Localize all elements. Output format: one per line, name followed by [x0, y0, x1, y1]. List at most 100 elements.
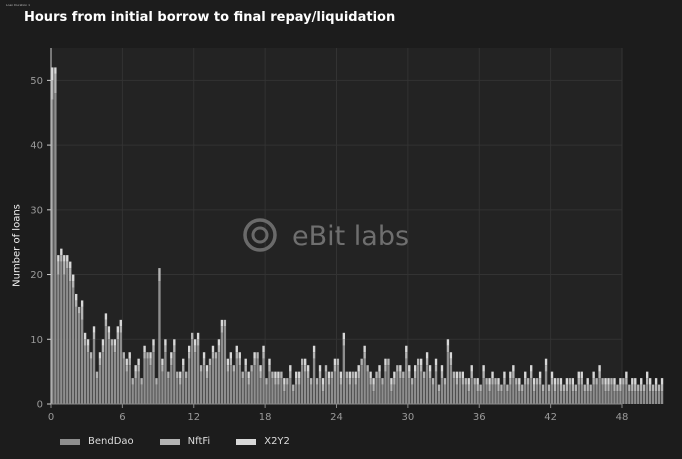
bar-x2y2-112 [384, 358, 387, 366]
bar-nftfi-93 [327, 378, 331, 385]
bar-nftfi-23 [119, 326, 122, 333]
bar-nftfi-95 [333, 365, 337, 372]
bar-x2y2-107 [369, 371, 372, 379]
bar-x2y2-105 [363, 345, 366, 353]
bar-nftfi-12 [86, 345, 90, 353]
bar-nftfi-197 [637, 384, 640, 392]
bar-nftfi-179 [583, 384, 586, 392]
bar-benddao-132 [443, 384, 447, 404]
bar-benddao-191 [619, 391, 622, 404]
bar-benddao-2 [57, 274, 60, 404]
bar-benddao-121 [411, 384, 414, 404]
bar-benddao-82 [295, 384, 298, 404]
bar-nftfi-28 [134, 371, 137, 379]
bar-nftfi-165 [541, 384, 545, 392]
bar-x2y2-115 [393, 371, 396, 379]
bar-benddao-31 [143, 358, 146, 404]
bar-x2y2-141 [470, 365, 473, 372]
bar-benddao-35 [155, 384, 158, 404]
bar-nftfi-132 [443, 378, 447, 385]
bar-benddao-59 [226, 371, 230, 404]
bar-benddao-28 [134, 378, 137, 404]
bar-benddao-192 [622, 384, 625, 404]
bar-x2y2-200 [645, 371, 649, 379]
bar-benddao-43 [179, 384, 182, 404]
bar-benddao-135 [452, 378, 456, 404]
bar-benddao-187 [607, 391, 610, 404]
bar-x2y2-103 [357, 365, 360, 372]
bar-benddao-198 [640, 391, 643, 404]
bar-benddao-103 [357, 378, 360, 404]
bar-nftfi-169 [553, 384, 557, 392]
bar-nftfi-62 [235, 352, 238, 359]
bar-x2y2-38 [164, 339, 167, 346]
bar-nftfi-74 [271, 371, 274, 379]
legend-item-benddao[interactable]: BendDao [60, 436, 134, 447]
legend-label-x2y2: X2Y2 [264, 436, 290, 447]
bar-nftfi-6 [69, 268, 72, 282]
bar-benddao-111 [381, 384, 384, 404]
bar-nftfi-164 [538, 378, 542, 385]
bar-nftfi-9 [77, 306, 81, 314]
bar-benddao-34 [152, 352, 155, 404]
bar-nftfi-190 [616, 384, 619, 392]
bar-x2y2-108 [372, 378, 375, 385]
bar-x2y2-187 [607, 378, 610, 385]
legend-item-x2y2[interactable]: X2Y2 [236, 436, 290, 447]
bar-x2y2-119 [405, 345, 408, 353]
bar-nftfi-75 [274, 378, 277, 385]
bar-nftfi-32 [146, 352, 149, 359]
bar-nftfi-69 [256, 352, 259, 359]
bar-benddao-96 [336, 365, 340, 404]
bar-nftfi-154 [509, 378, 512, 385]
x-ticks: 0 6 12 18 24 30 36 42 48 [48, 404, 629, 423]
bar-x2y2-126 [425, 352, 429, 359]
bar-benddao-57 [220, 332, 224, 404]
bar-nftfi-152 [503, 378, 506, 385]
bar-nftfi-7 [72, 281, 75, 288]
bar-x2y2-3 [60, 248, 63, 256]
bar-benddao-33 [149, 365, 152, 404]
bar-benddao-141 [470, 378, 473, 404]
bar-nftfi-87 [309, 378, 313, 385]
bar-nftfi-121 [411, 378, 414, 385]
bar-x2y2-102 [354, 371, 357, 379]
bar-x2y2-114 [390, 378, 393, 385]
bar-x2y2-91 [321, 378, 325, 385]
bar-benddao-118 [402, 378, 405, 404]
bar-x2y2-193 [625, 371, 628, 379]
bar-nftfi-16 [98, 358, 102, 366]
bar-nftfi-49 [196, 339, 200, 346]
bar-benddao-53 [208, 365, 212, 404]
bar-nftfi-96 [336, 358, 340, 366]
bar-benddao-171 [559, 391, 563, 404]
bar-benddao-173 [565, 391, 569, 404]
x-tick-label: 48 [616, 412, 629, 423]
bar-benddao-136 [455, 384, 459, 404]
bar-x2y2-100 [348, 371, 351, 379]
bar-benddao-64 [241, 378, 244, 404]
x-tick-label: 18 [259, 412, 272, 423]
bar-nftfi-90 [318, 371, 322, 379]
bar-x2y2-178 [580, 371, 583, 379]
bar-x2y2-162 [532, 378, 536, 385]
bar-benddao-69 [256, 358, 259, 404]
bar-nftfi-11 [83, 339, 87, 346]
bar-benddao-25 [125, 371, 128, 404]
bar-benddao-16 [98, 365, 102, 404]
bar-benddao-87 [309, 384, 313, 404]
bar-benddao-72 [265, 384, 268, 404]
bar-nftfi-142 [473, 378, 476, 385]
bar-nftfi-21 [113, 345, 117, 353]
bar-x2y2-46 [188, 345, 191, 353]
bar-x2y2-157 [518, 378, 521, 385]
bar-nftfi-175 [571, 384, 575, 392]
bar-benddao-19 [107, 339, 111, 404]
bar-nftfi-203 [654, 384, 658, 392]
bar-x2y2-86 [306, 365, 310, 372]
legend-item-nftfi[interactable]: NftFi [159, 436, 210, 447]
bar-nftfi-134 [449, 358, 453, 366]
bar-benddao-196 [634, 391, 637, 404]
bar-nftfi-194 [628, 384, 631, 392]
bar-nftfi-50 [199, 365, 203, 372]
